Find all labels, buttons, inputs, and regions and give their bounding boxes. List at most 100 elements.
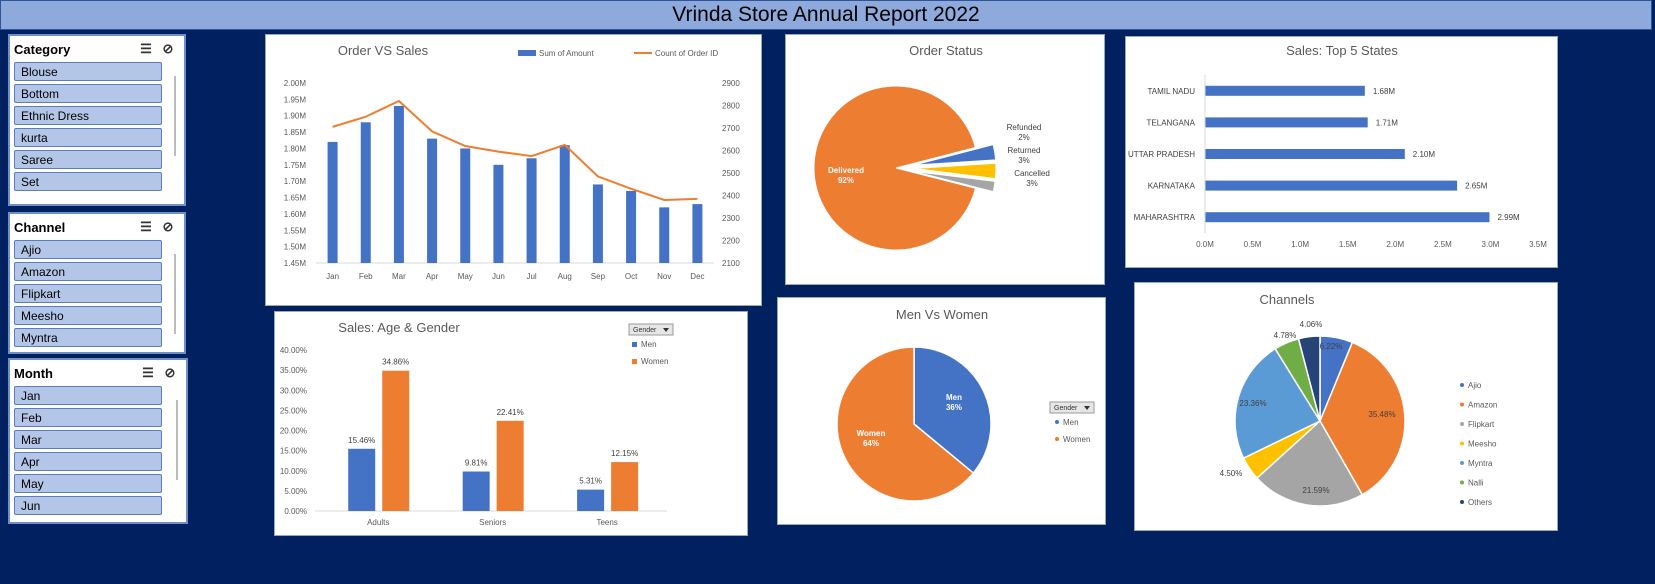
line-order-count[interactable] (332, 99, 698, 202)
multi-select-icon[interactable]: ☰ (142, 365, 154, 380)
legend-swatch (1460, 480, 1464, 485)
bar-women[interactable] (496, 420, 524, 511)
x-tick-label: Feb (359, 272, 373, 281)
y2-tick-label: 2900 (722, 79, 740, 88)
bar-men[interactable] (462, 471, 490, 511)
bar-state[interactable] (1205, 212, 1490, 223)
slice-flipkart[interactable] (1255, 419, 1364, 507)
bar-state[interactable] (1205, 85, 1365, 96)
multi-select-icon[interactable]: ☰ (140, 41, 152, 56)
legend-flipkart: Flipkart (1468, 420, 1495, 429)
legend-nalli: Nalli (1468, 479, 1484, 488)
multi-select-icon[interactable]: ☰ (140, 219, 152, 234)
clear-filter-icon[interactable]: ⊘ (162, 219, 174, 234)
slicer-item-saree[interactable]: Saree (14, 150, 162, 169)
legend-men: Men (641, 340, 657, 349)
legend-amount: Sum of Amount (539, 49, 594, 58)
x-tick-label: 2.5M (1434, 240, 1452, 249)
slicer-scrollbar[interactable] (174, 254, 176, 334)
x-tick-label: Oct (625, 272, 638, 281)
slicer-item-feb[interactable]: Feb (14, 408, 162, 427)
bar-amount[interactable] (626, 191, 637, 263)
slicer-item-kurta[interactable]: kurta (14, 128, 162, 147)
gender-filter-button[interactable] (1049, 401, 1095, 414)
bar-amount[interactable] (327, 141, 338, 263)
slicer-item-flipkart[interactable]: Flipkart (14, 284, 162, 303)
x-tick-label: 1.0M (1291, 240, 1309, 249)
slicer-item-ethnic-dress[interactable]: Ethnic Dress (14, 106, 162, 125)
slice-men[interactable] (913, 346, 992, 475)
slice-women[interactable] (836, 346, 975, 502)
chart-title: Men Vs Women (896, 307, 988, 322)
clear-filter-icon[interactable]: ⊘ (164, 365, 176, 380)
legend-ajio: Ajio (1468, 381, 1482, 390)
legend-myntra: Myntra (1468, 459, 1493, 468)
data-label: 2.65M (1465, 182, 1488, 191)
slicer-item-bottom[interactable]: Bottom (14, 84, 162, 103)
men-vs-women-chart[interactable]: Men Vs Women Men 36% Women 64% Gender Men Women (777, 297, 1106, 525)
bar-amount[interactable] (526, 158, 537, 263)
y-tick-label: 1.80M (284, 144, 307, 153)
y-tick-label: 1.90M (284, 112, 307, 121)
slice-delivered[interactable] (813, 85, 977, 251)
gender-filter-button[interactable] (628, 323, 674, 336)
bar-men[interactable] (348, 448, 376, 511)
bar-amount[interactable] (393, 105, 404, 263)
bar-amount[interactable] (659, 207, 670, 263)
bar-amount[interactable] (460, 148, 471, 263)
slicer-item-blouse[interactable]: Blouse (14, 62, 162, 81)
bar-state[interactable] (1205, 149, 1405, 159)
slicer-item-jun[interactable]: Jun (14, 496, 162, 515)
slicer-item-amazon[interactable]: Amazon (14, 262, 162, 281)
bar-amount[interactable] (559, 145, 570, 263)
clear-filter-icon[interactable]: ⊘ (162, 41, 174, 56)
legend-swatch (1055, 437, 1059, 441)
slicer-item-myntra[interactable]: Myntra (14, 328, 162, 347)
label-name: Returned (1008, 146, 1041, 155)
label-name: Cancelled (1014, 169, 1050, 178)
slicer-item-apr[interactable]: Apr (14, 452, 162, 471)
slicer-scrollbar[interactable] (176, 400, 178, 480)
slicer-scrollbar[interactable] (174, 76, 176, 156)
bar-women[interactable] (611, 462, 639, 511)
y-tick-label: 1.65M (284, 194, 307, 203)
slicer-channel: Channel ☰ ⊘ Ajio Amazon Flipkart Meesho Myntra (8, 212, 186, 354)
legend-swatch-women (632, 359, 637, 364)
y2-tick-label: 2100 (722, 259, 740, 268)
label-name: Delivered (828, 166, 864, 175)
slice-others[interactable] (1297, 335, 1321, 422)
bar-men[interactable] (577, 489, 605, 511)
bar-amount[interactable] (427, 138, 438, 263)
order-status-chart[interactable]: Order Status Delivered 92% Refunded 2% Return… (785, 34, 1105, 285)
bar-women[interactable] (382, 370, 410, 511)
slicer-item-meesho[interactable]: Meesho (14, 306, 162, 325)
channels-chart[interactable]: Channels 6.22% 35.48% 21.59% 4.50% 23.36% 4.78… (1134, 282, 1558, 531)
legend-swatch (1460, 461, 1464, 465)
x-tick-label: Adults (367, 518, 389, 527)
x-tick-label: 0.5M (1244, 240, 1262, 249)
y-tick-label: 0.00% (284, 507, 307, 516)
y-tick-label: 1.45M (284, 259, 307, 268)
slicer-item-may[interactable]: May (14, 474, 162, 493)
top-states-chart[interactable]: Sales: Top 5 States TAMIL NADU 1.68M TELANG… (1125, 36, 1558, 268)
slice-refunded[interactable] (913, 170, 996, 193)
bar-amount[interactable] (592, 184, 603, 263)
slice-cancelled[interactable] (913, 143, 997, 166)
chevron-down-icon (1084, 406, 1090, 410)
slicer-item-mar[interactable]: Mar (14, 430, 162, 449)
filter-label: Gender (1054, 405, 1078, 412)
y-tick-label: 1.55M (284, 226, 307, 235)
y2-tick-label: 2400 (722, 192, 740, 201)
slicer-item-ajio[interactable]: Ajio (14, 240, 162, 259)
bar-amount[interactable] (360, 122, 371, 263)
slicer-item-jan[interactable]: Jan (14, 386, 162, 405)
slice-myntra[interactable] (1234, 347, 1322, 460)
bar-state[interactable] (1205, 117, 1368, 128)
age-gender-chart[interactable]: Sales: Age & Gender Gender Men Women 40.00% 3… (274, 311, 748, 536)
slicer-item-set[interactable]: Set (14, 172, 162, 191)
slice-returned[interactable] (913, 162, 997, 180)
bar-state[interactable] (1205, 180, 1458, 191)
bar-amount[interactable] (493, 164, 504, 263)
bar-amount[interactable] (692, 204, 703, 263)
order-vs-sales-chart[interactable]: Order VS Sales Sum of Amount Count of Orde… (265, 34, 762, 306)
